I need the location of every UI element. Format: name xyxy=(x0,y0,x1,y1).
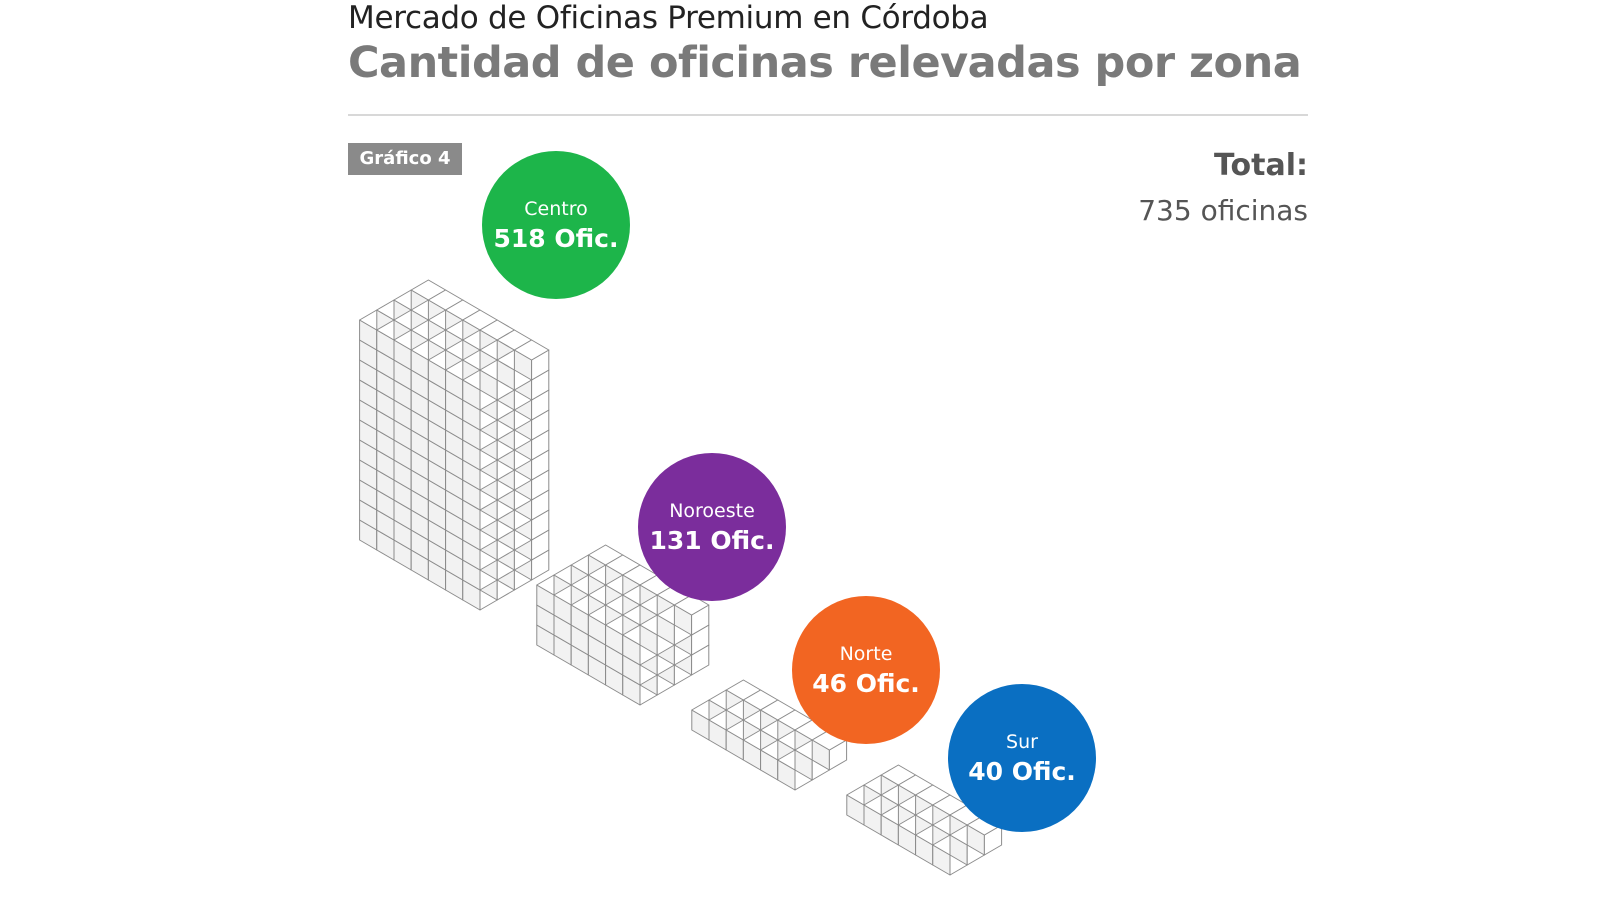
total-value: 735 oficinas xyxy=(1138,194,1308,227)
cube-top-face xyxy=(513,339,550,361)
label-bubble-noroeste: Noroeste 131 Ofic. xyxy=(638,453,786,601)
category-label: Noroeste xyxy=(669,500,755,522)
cube xyxy=(673,594,710,636)
label-bubble-norte: Norte 46 Ofic. xyxy=(792,596,940,744)
category-label: Norte xyxy=(840,643,893,665)
bar-sur xyxy=(846,764,1003,876)
bar-norte xyxy=(691,679,848,791)
title-divider xyxy=(348,114,1308,116)
value-label: 46 Ofic. xyxy=(812,669,920,698)
total-label: Total: xyxy=(1214,148,1308,183)
label-bubble-sur: Sur 40 Ofic. xyxy=(948,684,1096,832)
value-label: 518 Ofic. xyxy=(494,224,619,253)
bar-centro xyxy=(359,279,550,611)
bubble-circle xyxy=(948,684,1096,832)
bubble-circle xyxy=(482,151,630,299)
chart-title: Mercado de Oficinas Premium en Córdoba xyxy=(348,0,989,36)
category-label: Centro xyxy=(524,198,587,220)
chart-subtitle: Cantidad de oficinas relevadas por zona xyxy=(348,38,1302,88)
value-label: 40 Ofic. xyxy=(968,757,1076,786)
figure-tag: Gráfico 4 xyxy=(348,143,462,175)
bubble-circle xyxy=(638,453,786,601)
bar-noroeste xyxy=(536,544,710,706)
value-label: 131 Ofic. xyxy=(650,526,775,555)
label-bubble-centro: Centro 518 Ofic. xyxy=(482,151,630,299)
cube xyxy=(513,339,550,381)
bubble-circle xyxy=(792,596,940,744)
category-label: Sur xyxy=(1006,731,1038,753)
